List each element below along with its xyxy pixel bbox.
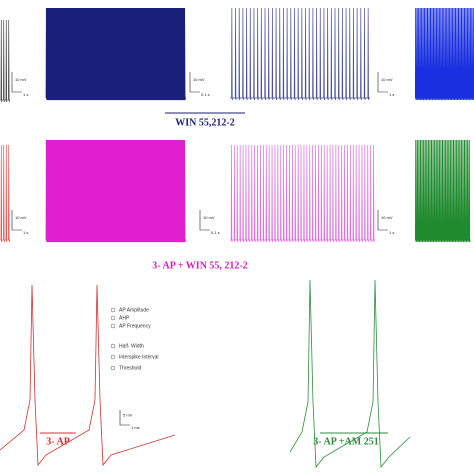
scale-label: 10 mV [203, 215, 215, 220]
scale-bar [11, 72, 22, 93]
trace [0, 144, 10, 243]
legend-icon [110, 307, 116, 313]
legend-icon [110, 323, 116, 329]
scale-label: 10 mV [15, 215, 27, 220]
scale-label: 0.1 s [201, 92, 210, 97]
legend-entry: Half- Width [119, 343, 144, 349]
legend-entry: AHP [119, 315, 130, 321]
scale-label: 0.1 s [211, 230, 220, 235]
trace [230, 7, 370, 101]
row2-label: 3- AP + WIN 55, 212-2 [152, 260, 248, 271]
trace [230, 144, 375, 243]
scale-label: 1 s [23, 230, 28, 235]
legend-entry: AP Amplitude [119, 307, 149, 313]
scale-label: 1 ms [131, 425, 140, 430]
trace [0, 19, 10, 103]
scale-label: 5 mV [123, 413, 133, 418]
scale-label: 10 mV [381, 215, 393, 220]
traces [0, 7, 474, 469]
scale-label: 1 s [389, 230, 394, 235]
legend-entry: Interspike Interval [119, 354, 158, 360]
trace [414, 7, 474, 101]
action-potential [289, 279, 411, 469]
action-potential [0, 284, 176, 467]
trace [45, 7, 186, 101]
scale-bar [119, 410, 130, 426]
scale-bar [377, 72, 388, 93]
legend-entry: AP Frequency [119, 323, 151, 329]
legend-icon [110, 343, 116, 349]
row1-label: WIN 55,212-2 [175, 117, 234, 128]
trace [45, 139, 186, 243]
scale-bar [189, 72, 200, 93]
scale-label: 10 mV [381, 77, 393, 82]
trace [414, 139, 471, 243]
scale-label: 1 s [23, 92, 28, 97]
legend-icon [110, 315, 116, 321]
legend-icon [110, 365, 116, 371]
scale-bar [11, 210, 22, 231]
scale-bar [199, 210, 210, 231]
legend-entry: Threshold [119, 365, 141, 371]
scale-label: 10 mV [193, 77, 205, 82]
legend-icon [110, 354, 116, 360]
scale-label: 1 s [389, 92, 394, 97]
row3-right-label: 3- AP +AM 251 [313, 436, 378, 447]
row3-left-label: 3- AP [46, 436, 70, 447]
scale-label: 10 mV [15, 77, 27, 82]
scale-bar [377, 210, 388, 231]
